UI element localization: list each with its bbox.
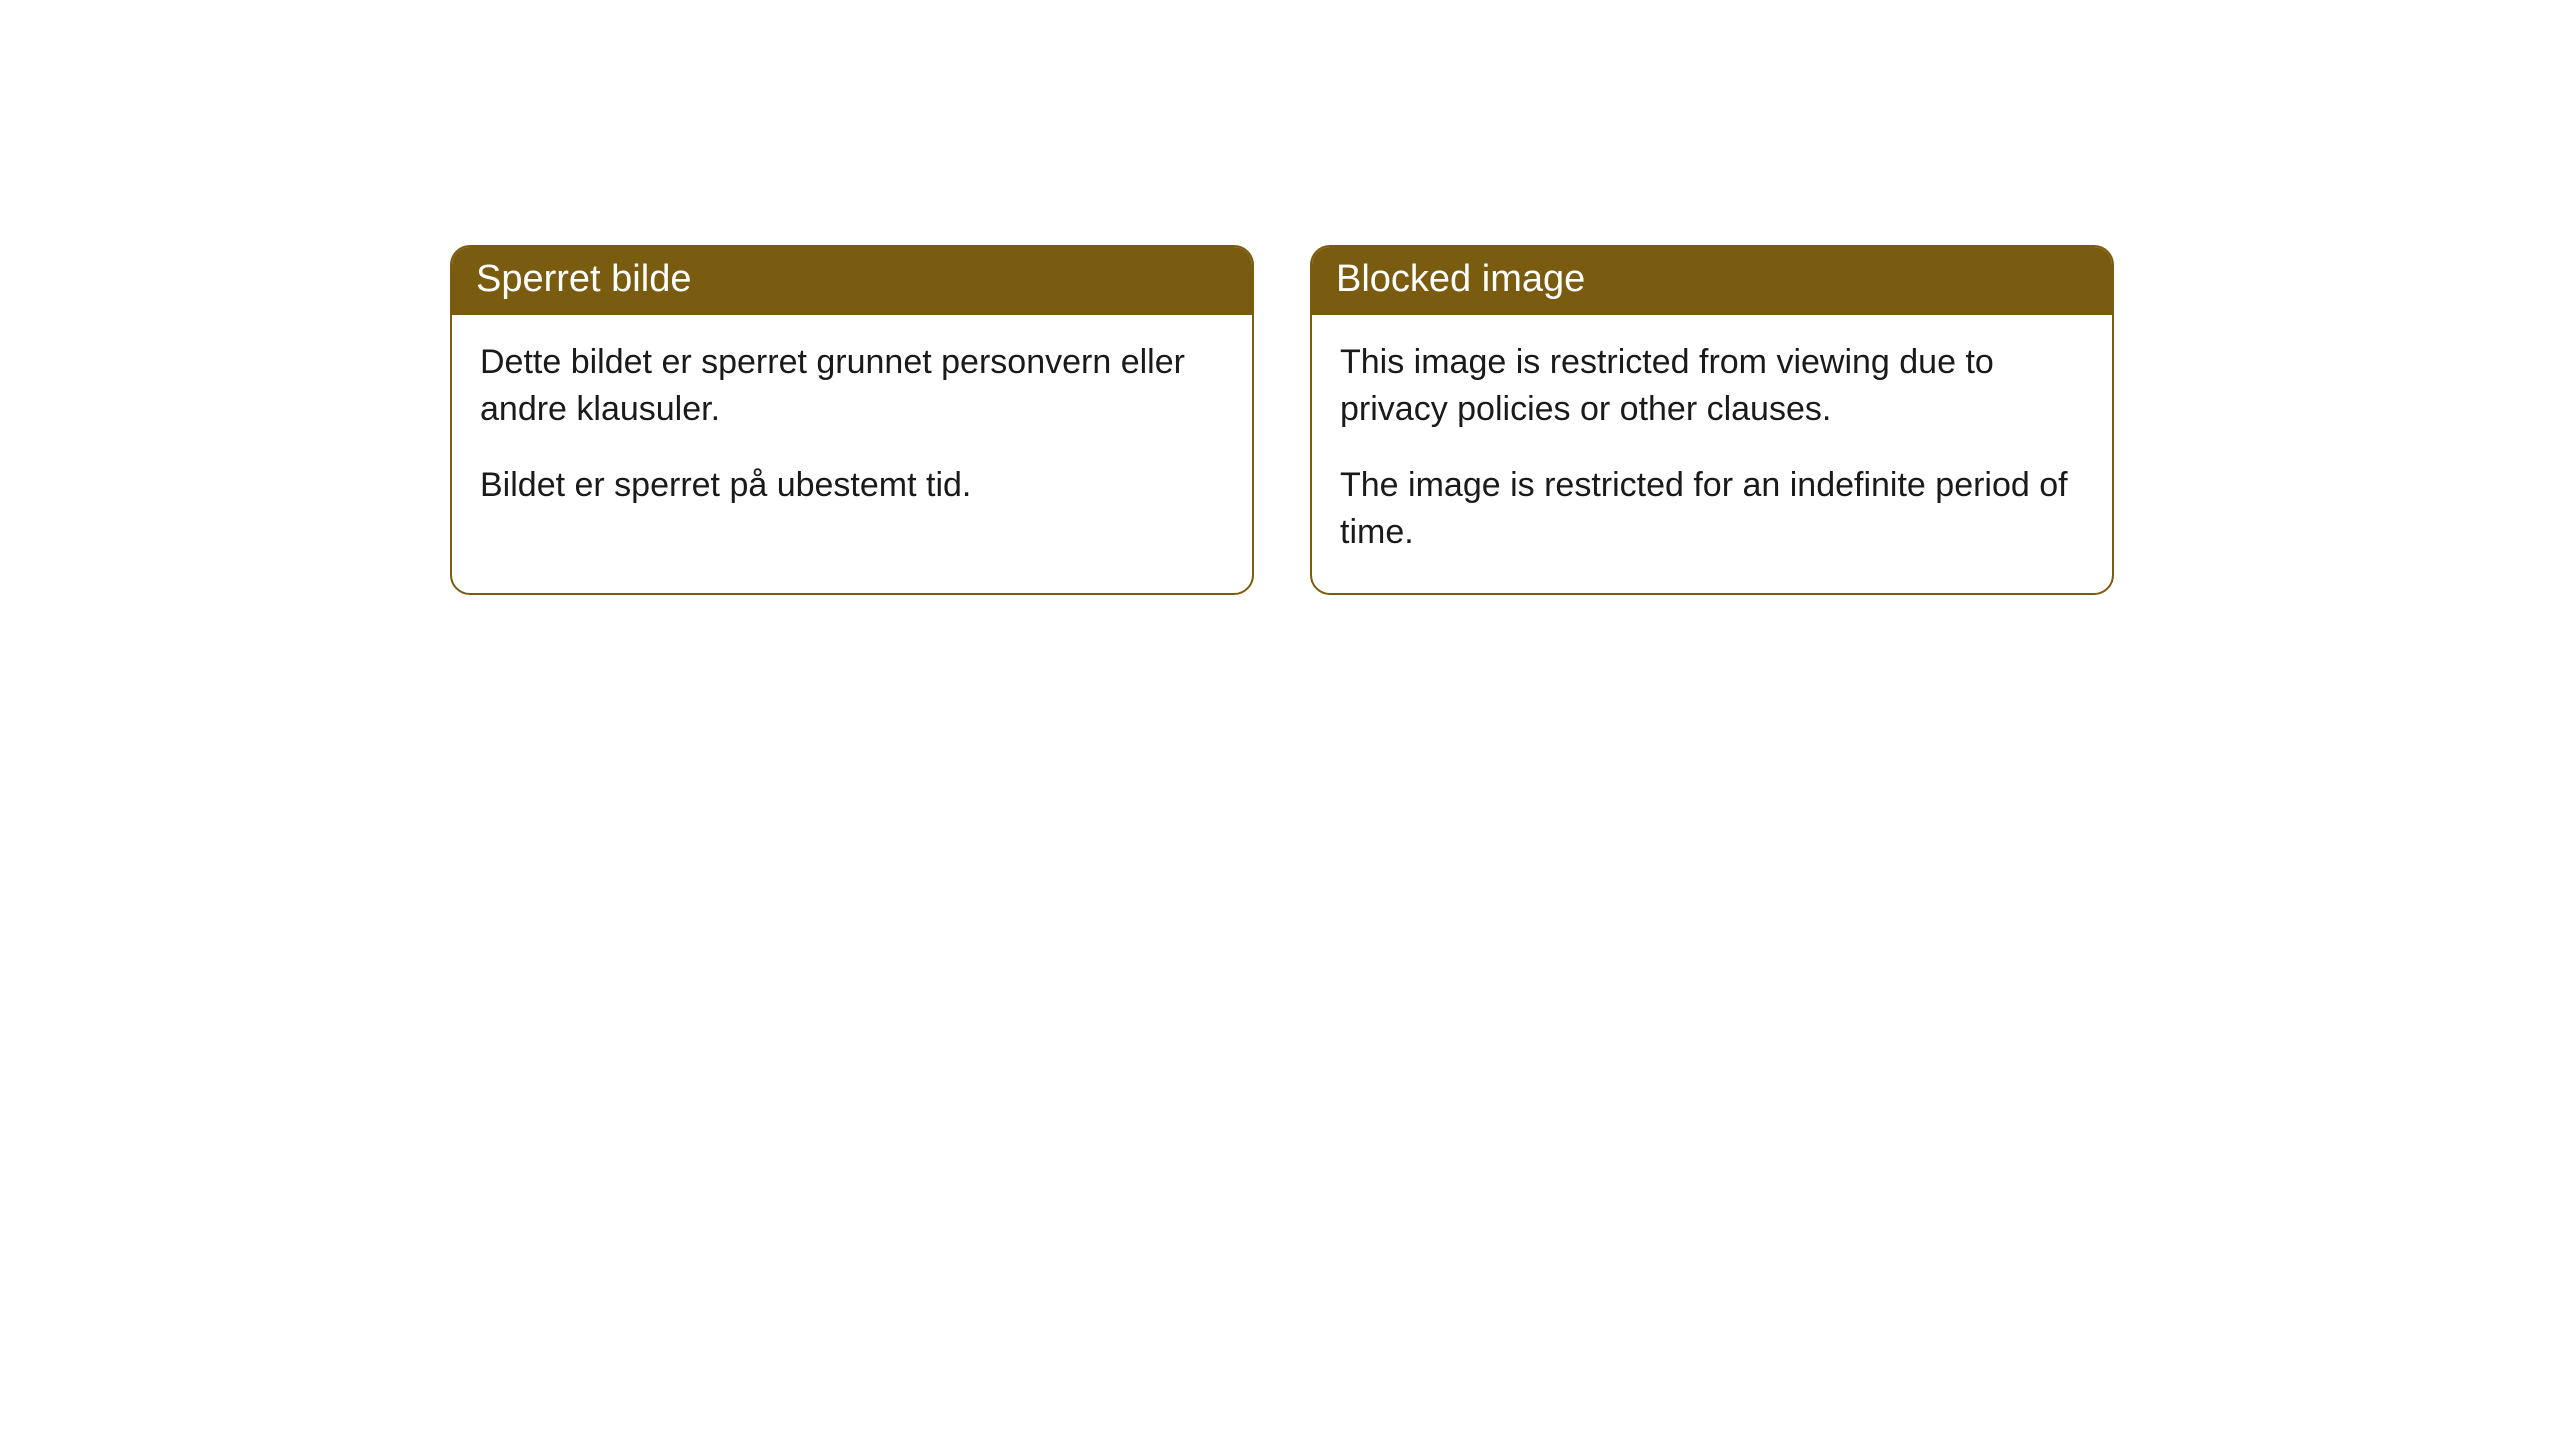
card-body-english: This image is restricted from viewing du… bbox=[1312, 315, 2112, 593]
card-paragraph-2: Bildet er sperret på ubestemt tid. bbox=[480, 462, 1224, 510]
card-paragraph-1: This image is restricted from viewing du… bbox=[1340, 339, 2084, 434]
blocked-image-card-norwegian: Sperret bilde Dette bildet er sperret gr… bbox=[450, 245, 1254, 595]
notice-cards-container: Sperret bilde Dette bildet er sperret gr… bbox=[450, 245, 2114, 595]
card-paragraph-1: Dette bildet er sperret grunnet personve… bbox=[480, 339, 1224, 434]
card-header-norwegian: Sperret bilde bbox=[452, 247, 1252, 315]
card-body-norwegian: Dette bildet er sperret grunnet personve… bbox=[452, 315, 1252, 546]
card-paragraph-2: The image is restricted for an indefinit… bbox=[1340, 462, 2084, 557]
card-header-english: Blocked image bbox=[1312, 247, 2112, 315]
blocked-image-card-english: Blocked image This image is restricted f… bbox=[1310, 245, 2114, 595]
